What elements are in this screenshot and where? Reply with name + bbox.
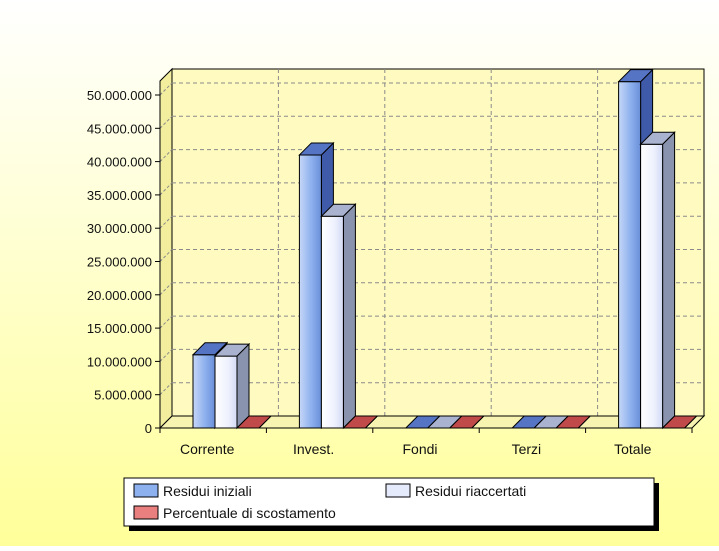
bar — [661, 415, 698, 429]
gridline-y-side — [159, 115, 173, 129]
plot-side-wall — [159, 67, 173, 430]
bar-side — [236, 342, 250, 430]
x-tick-label: Invest. — [293, 441, 334, 457]
bar-top — [298, 142, 335, 156]
x-tick-label: Terzi — [512, 441, 542, 457]
bar-top — [191, 342, 229, 356]
bar-front — [214, 355, 238, 429]
y-tick-label: 0 — [145, 421, 152, 436]
bar-front — [640, 143, 664, 429]
bar — [320, 203, 357, 430]
bar-top — [320, 203, 357, 217]
bar-front — [298, 154, 322, 429]
y-tick-label: 30.000.000 — [87, 221, 152, 236]
bar-top — [342, 415, 379, 429]
y-tick-label: 25.000.000 — [87, 255, 152, 270]
legend-swatch — [385, 483, 411, 498]
y-tick-label: 50.000.000 — [87, 88, 152, 103]
y-tick-label: 40.000.000 — [87, 155, 152, 170]
y-tick-label: 10.000.000 — [87, 354, 152, 369]
legend-box — [123, 477, 655, 527]
y-tick-label: 35.000.000 — [87, 188, 152, 203]
bar-top — [213, 343, 251, 357]
bar — [235, 415, 273, 429]
bar-top — [617, 69, 654, 83]
bar-side — [342, 203, 356, 430]
x-tick-label: Fondi — [402, 441, 437, 457]
bar — [639, 131, 676, 430]
x-tick-label: Corrente — [180, 441, 235, 457]
gridline-y-side — [159, 149, 173, 162]
bar-top — [639, 131, 676, 145]
x-tick-label: Totale — [614, 441, 652, 457]
y-tick-label: 5.000.000 — [94, 388, 152, 403]
legend-label: Residui iniziali — [163, 483, 252, 499]
bar-top — [448, 415, 486, 429]
plot-back-wall — [171, 68, 705, 417]
bar-top — [554, 415, 592, 429]
gridline-y-side — [159, 382, 173, 396]
bar-front — [618, 81, 642, 429]
legend-label: Residui riaccertati — [415, 483, 526, 499]
gridline-y-side — [159, 82, 173, 96]
gridline-y-side — [159, 315, 173, 329]
y-tick-label: 20.000.000 — [87, 288, 152, 303]
gridline-y-side — [159, 349, 173, 362]
gridline-y-side — [159, 182, 173, 196]
bar-front — [192, 354, 216, 429]
gridline-y-side — [159, 249, 173, 262]
legend-label: Percentuale di scostamento — [163, 505, 336, 521]
bar — [213, 342, 251, 430]
y-tick-label: 15.000.000 — [87, 321, 152, 336]
gridline-y-side — [159, 282, 173, 296]
bar — [342, 415, 379, 429]
bar — [448, 415, 486, 429]
y-tick-label: 45.000.000 — [87, 121, 152, 136]
bar-side — [662, 131, 676, 430]
legend-swatch — [133, 483, 159, 498]
bar-top — [661, 415, 698, 429]
bar-front — [320, 215, 344, 429]
bar-top — [235, 415, 273, 429]
gridline-y-side — [159, 215, 173, 229]
legend-swatch — [133, 505, 159, 520]
bar — [554, 415, 592, 429]
